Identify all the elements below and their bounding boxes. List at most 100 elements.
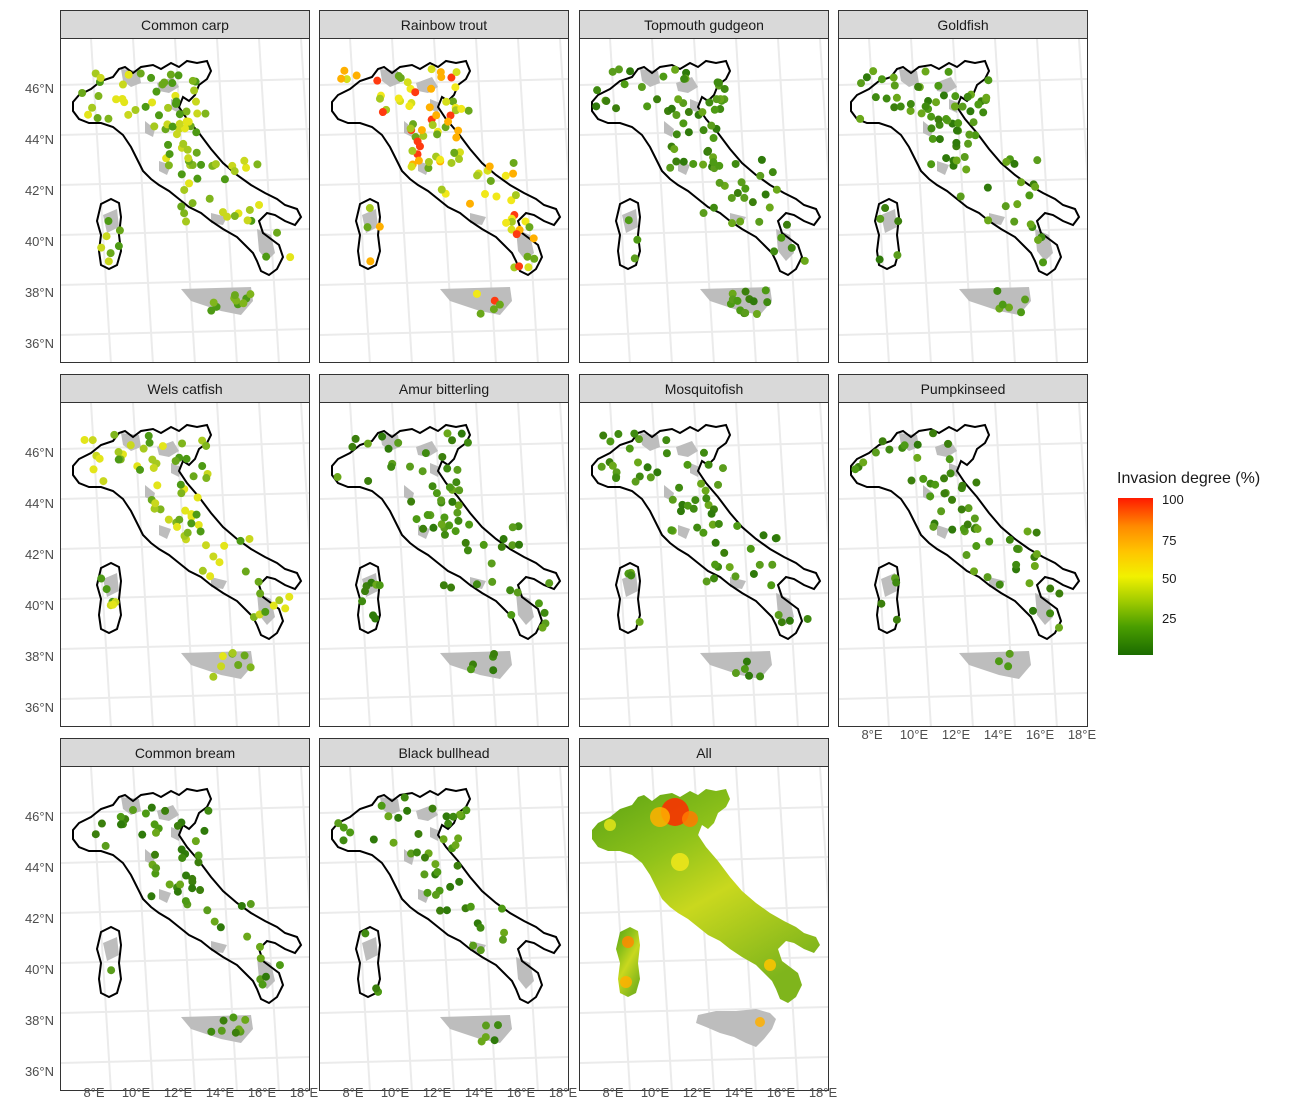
site-point [465, 520, 474, 529]
site-point [507, 196, 516, 205]
site-point [985, 537, 994, 546]
site-point [952, 156, 961, 165]
site-point [885, 445, 894, 454]
site-point [116, 812, 125, 821]
site-point [659, 72, 668, 81]
site-point [534, 599, 543, 608]
site-point [523, 252, 532, 261]
site-point [957, 505, 966, 514]
site-point [106, 249, 115, 258]
site-point [944, 67, 953, 76]
facet-label: Amur bitterling [319, 374, 569, 403]
site-point [183, 528, 192, 537]
site-point [104, 257, 113, 266]
site-point [689, 159, 698, 168]
site-point [958, 481, 967, 490]
site-point [80, 435, 89, 444]
site-point [497, 904, 506, 913]
x-tick-label: 18°E [289, 1085, 319, 1100]
map-panel [579, 38, 829, 363]
site-point [624, 216, 633, 225]
site-point [428, 121, 437, 130]
coastline [873, 561, 901, 635]
site-point [714, 480, 723, 489]
site-point [102, 232, 111, 241]
graticule [61, 767, 309, 1090]
site-point [188, 199, 197, 208]
site-point [777, 618, 786, 627]
site-point [110, 430, 119, 439]
site-point [770, 247, 779, 256]
site-point [78, 89, 87, 98]
site-point [513, 588, 522, 597]
site-point [261, 607, 270, 616]
site-point [88, 436, 97, 445]
y-tick-label: 40°N [24, 962, 54, 977]
site-point [413, 137, 422, 146]
site-point [180, 209, 189, 218]
site-point [151, 828, 160, 837]
site-point [342, 75, 351, 84]
site-point [97, 574, 106, 583]
site-point [1013, 544, 1022, 553]
site-point [220, 175, 229, 184]
site-point [148, 98, 157, 107]
site-point [718, 464, 727, 473]
site-point [424, 157, 433, 166]
site-point [711, 560, 720, 569]
site-point [141, 102, 150, 111]
site-point [175, 515, 184, 524]
site-point [476, 309, 485, 318]
site-point [699, 126, 708, 135]
site-point [436, 68, 445, 77]
site-point [427, 65, 436, 74]
site-point [944, 439, 953, 448]
site-point [876, 214, 885, 223]
color-legend: Invasion degree (%) 100 75 50 25 [1112, 470, 1307, 670]
site-point [530, 254, 539, 263]
site-point [373, 76, 382, 85]
site-point [144, 431, 153, 440]
site-point [334, 819, 343, 828]
graticule [320, 767, 568, 1090]
site-point [333, 473, 342, 482]
site-point [627, 571, 636, 580]
map-panel [838, 402, 1088, 727]
site-point [245, 534, 254, 543]
site-point [240, 156, 249, 165]
site-point [181, 897, 190, 906]
facet-label: Rainbow trout [319, 10, 569, 39]
site-point [599, 431, 608, 440]
site-point [972, 478, 981, 487]
site-point [255, 200, 264, 209]
site-point [453, 508, 462, 517]
site-point [666, 163, 675, 172]
site-point [463, 546, 472, 555]
site-point [1004, 662, 1013, 671]
site-point [479, 540, 488, 549]
site-point [173, 821, 182, 830]
site-point [630, 429, 639, 438]
site-point [741, 308, 750, 317]
site-point [960, 152, 969, 161]
site-point [234, 660, 243, 669]
site-point [442, 906, 451, 915]
site-point [104, 217, 113, 226]
hotspot [650, 807, 670, 827]
site-point [1046, 609, 1055, 618]
site-point [670, 145, 679, 154]
site-point [878, 437, 887, 446]
site-point [485, 162, 494, 171]
site-point [114, 242, 123, 251]
site-point [358, 597, 367, 606]
site-point [178, 439, 187, 448]
site-point [200, 826, 209, 835]
site-point [486, 176, 495, 185]
site-point [216, 923, 225, 932]
site-point [124, 110, 133, 119]
site-point [998, 300, 1007, 309]
site-point [230, 211, 239, 220]
site-point [230, 291, 239, 300]
site-point [183, 145, 192, 154]
site-point [240, 651, 249, 660]
